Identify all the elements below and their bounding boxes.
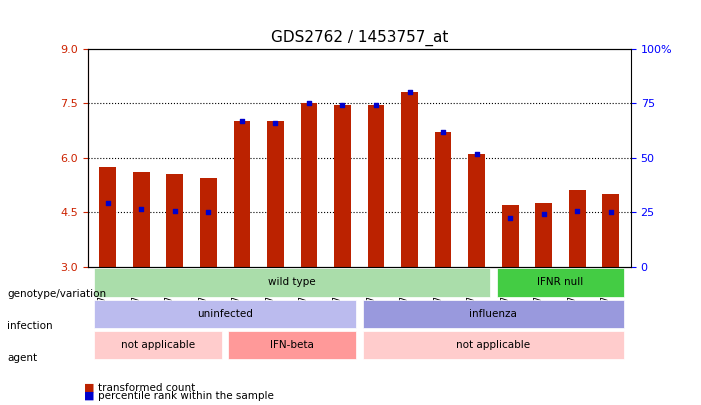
FancyBboxPatch shape — [95, 269, 490, 296]
Point — [102, 200, 114, 207]
Bar — [602, 194, 619, 267]
Text: influenza: influenza — [470, 309, 517, 319]
Point — [505, 215, 516, 221]
Title: GDS2762 / 1453757_at: GDS2762 / 1453757_at — [271, 30, 448, 46]
Text: IFNR null: IFNR null — [538, 277, 584, 288]
Point — [136, 205, 147, 212]
Text: ■: ■ — [84, 391, 95, 401]
Bar — [233, 122, 250, 267]
FancyBboxPatch shape — [95, 300, 356, 328]
Point — [169, 207, 180, 214]
Bar — [536, 203, 552, 267]
Bar — [502, 205, 519, 267]
Bar — [468, 154, 485, 267]
Text: not applicable: not applicable — [121, 340, 195, 350]
Point — [605, 208, 616, 215]
Bar — [367, 105, 384, 267]
FancyBboxPatch shape — [497, 269, 624, 296]
Bar — [100, 167, 116, 267]
Point — [370, 102, 381, 108]
FancyBboxPatch shape — [95, 331, 222, 359]
Point — [270, 120, 281, 126]
Bar — [435, 132, 451, 267]
Text: ■: ■ — [84, 383, 95, 393]
Bar — [267, 122, 284, 267]
Text: not applicable: not applicable — [456, 340, 531, 350]
Bar — [166, 174, 183, 267]
Point — [203, 208, 214, 215]
Text: infection: infection — [7, 321, 53, 331]
Point — [471, 151, 482, 158]
Bar — [569, 190, 585, 267]
Text: IFN-beta: IFN-beta — [271, 340, 314, 350]
FancyBboxPatch shape — [229, 331, 356, 359]
Text: transformed count: transformed count — [98, 383, 196, 393]
FancyBboxPatch shape — [362, 331, 624, 359]
Text: genotype/variation: genotype/variation — [7, 289, 106, 298]
Point — [571, 207, 583, 214]
Point — [437, 129, 449, 136]
Bar — [301, 103, 318, 267]
Text: wild type: wild type — [268, 277, 316, 288]
Bar — [334, 105, 351, 267]
Bar — [133, 172, 150, 267]
Bar — [401, 92, 418, 267]
Text: uninfected: uninfected — [197, 309, 253, 319]
Point — [304, 100, 315, 107]
Text: percentile rank within the sample: percentile rank within the sample — [98, 391, 274, 401]
Point — [337, 102, 348, 108]
Point — [236, 118, 247, 125]
Point — [538, 211, 550, 217]
Point — [404, 88, 415, 95]
Bar — [200, 178, 217, 267]
Text: agent: agent — [7, 354, 37, 363]
FancyBboxPatch shape — [362, 300, 624, 328]
